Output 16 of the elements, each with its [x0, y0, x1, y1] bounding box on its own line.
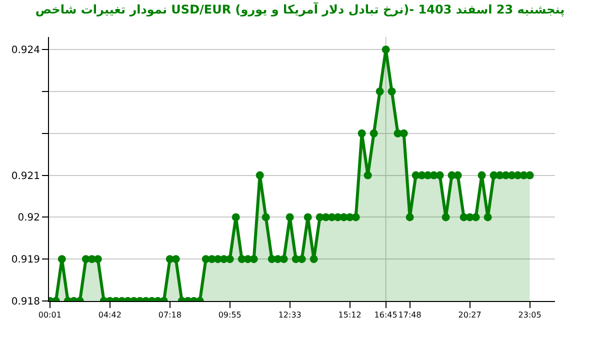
x-tick-label: 07:18 — [158, 310, 182, 320]
x-tick-label: 12:33 — [278, 310, 302, 320]
x-tick-label: 04:42 — [98, 310, 122, 320]
x-tick-label: 20:27 — [458, 310, 482, 320]
y-tick-label: 0.924 — [11, 45, 40, 56]
x-tick-label: 00:01 — [38, 310, 62, 320]
x-tick-label: 17:48 — [398, 310, 422, 320]
y-tick-label: 0.921 — [11, 170, 40, 182]
x-tick-label: 15:12 — [338, 310, 362, 320]
y-tick-label: 0.92 — [18, 212, 40, 224]
x-tick-label: 09:55 — [218, 310, 242, 320]
y-tick-label: 0.919 — [11, 254, 40, 266]
x-tick-label: 16:45 — [374, 310, 398, 320]
x-tick-label: 23:05 — [518, 310, 542, 320]
chart-title: نمودار تغییرات شاخص USD/EUR (نرخ تبادل دلار آمریکا و یورو)- پنجشنبه 23 اسفند 1403 — [35, 2, 565, 17]
y-tick-label: 0.918 — [11, 296, 40, 308]
